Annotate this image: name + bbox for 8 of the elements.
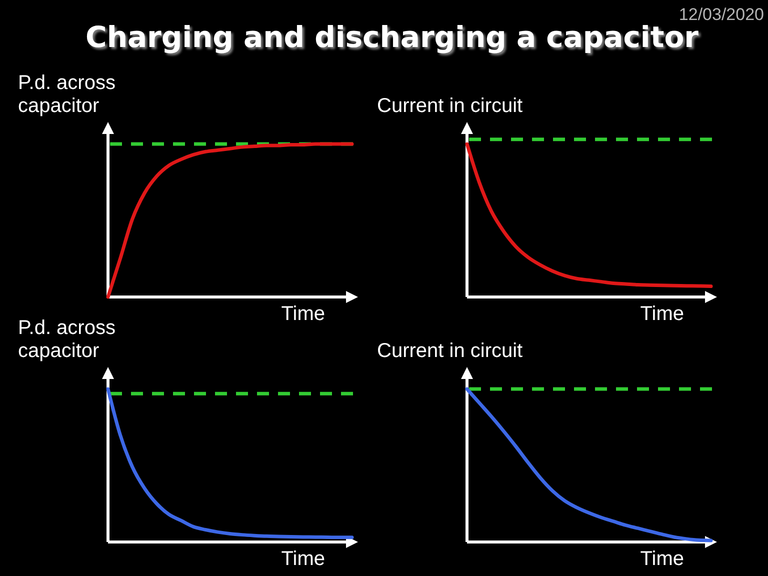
y-axis-title: P.d. across capacitor xyxy=(18,72,116,117)
x-axis-title: Time xyxy=(640,548,684,570)
x-axis-title: Time xyxy=(281,548,325,570)
x-axis-title: Time xyxy=(640,303,684,325)
y-axis-title: Current in circuit xyxy=(377,95,524,117)
y-axis-title: Current in circuit xyxy=(377,340,524,362)
x-axis-title: Time xyxy=(281,303,325,325)
y-axis-title: P.d. across capacitor xyxy=(18,317,116,362)
